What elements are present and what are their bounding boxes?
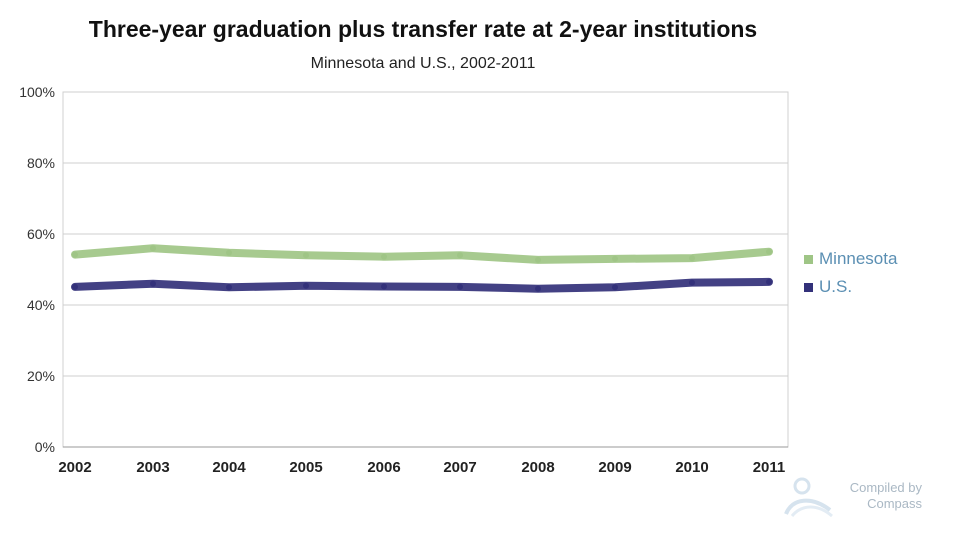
legend-item-us: U.S.	[804, 273, 897, 301]
chart-title: Three-year graduation plus transfer rate…	[88, 16, 758, 42]
data-point	[766, 278, 772, 285]
x-tick-label: 2006	[367, 459, 400, 476]
legend-swatch-us	[804, 282, 813, 292]
compass-watermark: Compiled by Compass	[782, 474, 932, 518]
x-tick-label: 2002	[58, 459, 91, 476]
watermark-line-2: Compass	[867, 496, 922, 511]
data-point	[457, 283, 463, 290]
data-point	[612, 284, 618, 291]
legend-label-us: U.S.	[819, 277, 853, 296]
data-point	[72, 283, 78, 290]
legend-item-minnesota: Minnesota	[804, 245, 897, 273]
legend: Minnesota U.S.	[804, 245, 897, 301]
compass-logo-icon	[784, 477, 833, 518]
data-point	[535, 285, 541, 292]
data-point	[457, 252, 463, 259]
legend-label-minnesota: Minnesota	[819, 249, 898, 268]
x-tick-label: 2005	[289, 459, 322, 476]
data-point	[150, 245, 156, 252]
series-line-minnesota	[71, 244, 773, 264]
data-point	[303, 282, 309, 289]
data-point	[226, 249, 232, 256]
data-point	[303, 252, 309, 259]
y-tick-label: 40%	[27, 297, 55, 313]
watermark-text: Compiled by Compass	[850, 480, 922, 512]
watermark-line-1: Compiled by	[849, 480, 922, 495]
y-tick-label: 0%	[35, 439, 55, 455]
data-point	[612, 255, 618, 262]
y-tick-label: 100%	[19, 84, 55, 100]
x-tick-label: 2009	[598, 459, 631, 476]
legend-swatch-minnesota	[804, 254, 813, 264]
data-point	[689, 255, 695, 262]
data-point	[381, 283, 387, 290]
data-point	[226, 284, 232, 291]
x-tick-label: 2010	[675, 459, 708, 476]
y-tick-label: 20%	[27, 368, 55, 384]
x-tick-label: 2004	[212, 459, 246, 476]
data-point	[535, 256, 541, 263]
x-tick-label: 2011	[753, 459, 786, 476]
y-tick-label: 80%	[27, 155, 55, 171]
data-point	[766, 248, 772, 255]
y-tick-label: 60%	[27, 226, 55, 242]
x-tick-label: 2003	[136, 459, 169, 476]
x-tick-label: 2007	[443, 459, 476, 476]
data-point	[150, 280, 156, 287]
series-line-us	[71, 277, 773, 293]
data-point	[381, 253, 387, 260]
plot-area	[62, 91, 789, 448]
x-tick-label: 2008	[521, 459, 554, 476]
chart-subtitle: Minnesota and U.S., 2002-2011	[310, 55, 536, 72]
data-point	[689, 279, 695, 286]
data-point	[72, 251, 78, 258]
